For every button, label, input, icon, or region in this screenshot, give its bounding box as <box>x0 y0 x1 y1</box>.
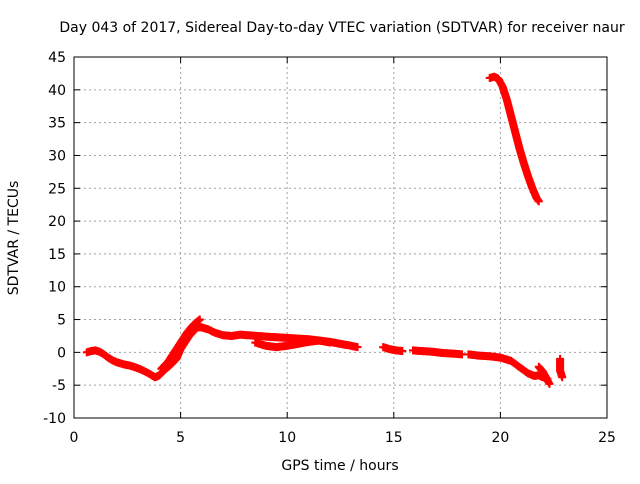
data-point-marker <box>325 338 334 347</box>
y-tick-label: 30 <box>48 148 66 164</box>
data-point-marker <box>534 197 543 206</box>
chart-title: Day 043 of 2017, Sidereal Day-to-day VTE… <box>59 20 625 36</box>
y-tick-label: 40 <box>48 83 66 99</box>
x-tick-label: 5 <box>176 430 185 446</box>
data-points <box>82 72 567 388</box>
y-tick-label: -10 <box>43 411 66 427</box>
data-point-marker <box>545 379 554 388</box>
data-segment <box>408 346 467 359</box>
data-segment <box>556 354 567 382</box>
y-tick-label: 20 <box>48 214 66 230</box>
y-tick-label: 15 <box>48 247 66 263</box>
y-tick-label: 35 <box>48 116 66 132</box>
data-point-marker <box>353 343 362 352</box>
y-tick-label: 25 <box>48 181 66 197</box>
y-axis-label: SDTVAR / TECUs <box>6 181 22 296</box>
x-tick-label: 0 <box>70 430 79 446</box>
x-axis-label: GPS time / hours <box>281 458 398 474</box>
data-segment <box>485 72 543 206</box>
x-tick-label: 15 <box>385 430 403 446</box>
x-tick-label: 25 <box>598 430 616 446</box>
y-tick-label: 10 <box>48 280 66 296</box>
x-tick-label: 20 <box>491 430 509 446</box>
data-point-marker <box>398 347 407 356</box>
y-tick-label: -5 <box>52 378 66 394</box>
grid-lines <box>74 57 607 418</box>
y-tick-label: 45 <box>48 50 66 66</box>
data-point-marker <box>558 373 567 382</box>
data-segment <box>379 343 407 356</box>
data-segment <box>157 315 204 373</box>
tick-labels: -10 -5 0 5 10 15 20 25 30 35 40 45 0 5 10 15 20 25 <box>43 50 616 446</box>
y-tick-label: 0 <box>57 345 66 361</box>
data-segment <box>534 362 554 388</box>
x-tick-label: 10 <box>278 430 296 446</box>
plot-frame <box>73 56 608 419</box>
data-point-marker <box>195 315 204 324</box>
axis-ticks <box>73 56 608 419</box>
data-segment <box>251 336 334 352</box>
y-tick-label: 5 <box>57 313 66 329</box>
